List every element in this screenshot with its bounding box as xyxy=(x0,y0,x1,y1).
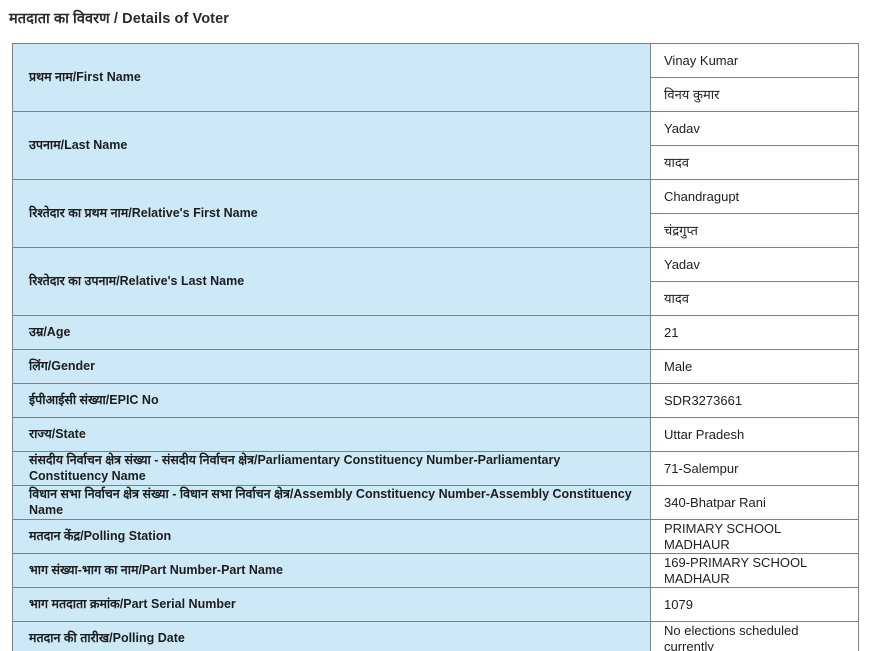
table-row: संसदीय निर्वाचन क्षेत्र संख्या - संसदीय … xyxy=(12,451,859,486)
field-value: 21 xyxy=(650,315,859,350)
field-value: Uttar Pradesh xyxy=(650,417,859,452)
field-value: No elections scheduled currently xyxy=(650,621,859,651)
field-label: उपनाम/Last Name xyxy=(12,111,651,180)
table-row: लिंग/Gender Male xyxy=(12,349,859,384)
field-label: मतदान केंद्र/Polling Station xyxy=(12,519,651,554)
field-label: भाग मतदाता क्रमांक/Part Serial Number xyxy=(12,587,651,622)
field-value: Chandragupt xyxy=(650,179,859,214)
table-row: विनय कुमार xyxy=(13,77,859,112)
table-row: रिश्तेदार का उपनाम/Relative's Last Name Y… xyxy=(12,247,859,316)
table-row: विधान सभा निर्वाचन क्षेत्र संख्या - विधा… xyxy=(12,485,859,520)
field-value: SDR3273661 xyxy=(650,383,859,418)
field-label: राज्य/State xyxy=(12,417,651,452)
table-row: ईपीआईसी संख्या/EPIC No SDR3273661 xyxy=(12,383,859,418)
field-value: 340-Bhatpar Rani xyxy=(650,485,859,520)
table-row: भाग संख्या-भाग का नाम/Part Number-Part N… xyxy=(12,553,859,588)
field-value: Male xyxy=(650,349,859,384)
table-row: मतदान की तारीख/Polling Date No elections … xyxy=(12,621,859,651)
field-label: संसदीय निर्वाचन क्षेत्र संख्या - संसदीय … xyxy=(12,451,651,486)
table-row: भाग मतदाता क्रमांक/Part Serial Number 107… xyxy=(12,587,859,622)
table-row: उम्र/Age 21 xyxy=(12,315,859,350)
field-label: भाग संख्या-भाग का नाम/Part Number-Part N… xyxy=(12,553,651,588)
voter-details-table-body: प्रथम नाम/First Name Vinay Kumar विनय कुमा… xyxy=(12,43,859,651)
field-value: Yadav xyxy=(650,111,859,146)
field-label: रिश्तेदार का प्रथम नाम/Relative's First … xyxy=(12,179,651,248)
table-row: प्रथम नाम/First Name Vinay Kumar xyxy=(12,43,859,112)
table-row: यादव xyxy=(13,281,859,316)
field-value: 1079 xyxy=(650,587,859,622)
table-row: राज्य/State Uttar Pradesh xyxy=(12,417,859,452)
field-value: 71-Salempur xyxy=(650,451,859,486)
field-value: Yadav xyxy=(650,247,859,282)
table-row: उपनाम/Last Name Yadav xyxy=(12,111,859,180)
table-row: मतदान केंद्र/Polling Station PRIMARY SCHO… xyxy=(12,519,859,554)
field-label: प्रथम नाम/First Name xyxy=(12,43,651,112)
field-label: लिंग/Gender xyxy=(12,349,651,384)
field-value: विनय कुमार xyxy=(650,77,859,112)
voter-details-table: प्रथम नाम/First Name Vinay Kumar विनय कुमा… xyxy=(12,43,859,651)
page-title: मतदाता का विवरण / Details of Voter xyxy=(9,11,230,27)
field-label: उम्र/Age xyxy=(12,315,651,350)
field-value: चंद्रगुप्त xyxy=(650,213,859,248)
table-row: रिश्तेदार का प्रथम नाम/Relative's First … xyxy=(12,179,859,248)
field-value: यादव xyxy=(650,145,859,180)
field-value: यादव xyxy=(650,281,859,316)
field-label: रिश्तेदार का उपनाम/Relative's Last Name xyxy=(12,247,651,316)
field-value: 169-PRIMARY SCHOOL MADHAUR xyxy=(650,553,859,588)
field-value: PRIMARY SCHOOL MADHAUR xyxy=(650,519,859,554)
field-label: ईपीआईसी संख्या/EPIC No xyxy=(12,383,651,418)
field-value: Vinay Kumar xyxy=(650,43,859,78)
field-label: मतदान की तारीख/Polling Date xyxy=(12,621,651,651)
field-label: विधान सभा निर्वाचन क्षेत्र संख्या - विधा… xyxy=(12,485,651,520)
